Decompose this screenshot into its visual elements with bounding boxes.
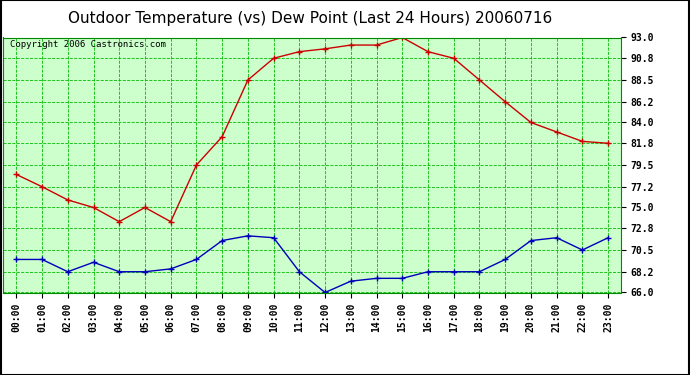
Text: Copyright 2006 Castronics.com: Copyright 2006 Castronics.com bbox=[10, 40, 166, 49]
Text: Outdoor Temperature (vs) Dew Point (Last 24 Hours) 20060716: Outdoor Temperature (vs) Dew Point (Last… bbox=[68, 11, 553, 26]
